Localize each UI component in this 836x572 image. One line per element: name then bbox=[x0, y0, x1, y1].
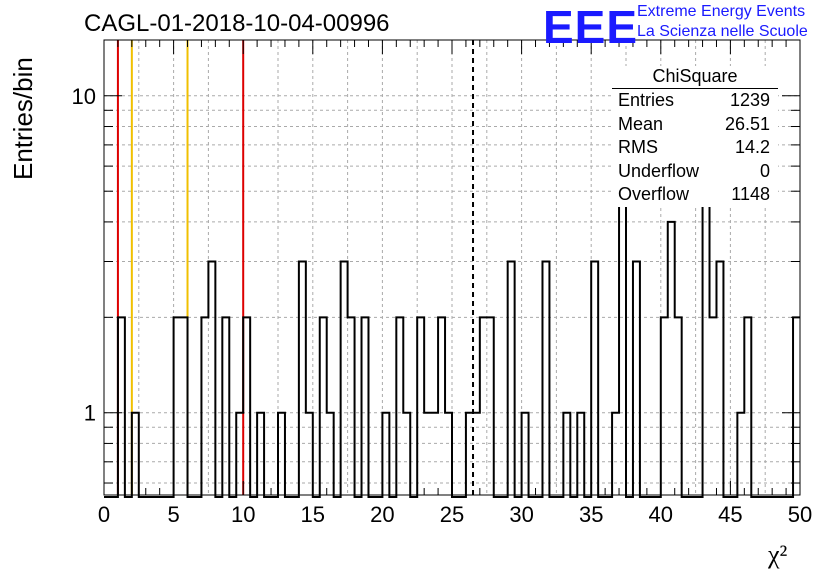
stats-row: Entries 1239 bbox=[612, 89, 778, 113]
x-tick-label: 20 bbox=[370, 502, 394, 527]
stats-value: 26.51 bbox=[724, 113, 770, 134]
stats-value: 14.2 bbox=[734, 137, 770, 157]
x-tick-label: 5 bbox=[167, 502, 179, 527]
stats-value: 1239 bbox=[729, 90, 770, 110]
x-tick-label: 45 bbox=[718, 502, 742, 527]
stats-label: Underflow bbox=[618, 160, 700, 181]
stats-title: ChiSquare bbox=[612, 66, 778, 89]
y-tick-label: 1 bbox=[84, 401, 96, 426]
x-tick-label: 50 bbox=[788, 502, 812, 527]
stats-row: RMS 14.2 bbox=[612, 136, 778, 160]
stats-label: Overflow bbox=[618, 184, 690, 204]
x-axis-label: χ² bbox=[768, 540, 788, 569]
x-tick-label: 10 bbox=[231, 502, 255, 527]
eee-logo: EEE bbox=[543, 1, 639, 53]
stats-box: ChiSquare Entries 1239 Mean 26.51 RMS 14… bbox=[612, 66, 778, 207]
stats-value: 1148 bbox=[731, 184, 770, 204]
stats-value: 0 bbox=[759, 160, 770, 181]
x-tick-label: 35 bbox=[579, 502, 603, 527]
stats-label: Mean bbox=[618, 113, 664, 134]
stats-row: Underflow 0 bbox=[612, 160, 778, 184]
chart-title: CAGL-01-2018-10-04-00996 bbox=[84, 10, 390, 37]
y-axis-label: Entries/bin bbox=[8, 57, 38, 180]
stats-label: RMS bbox=[618, 137, 658, 157]
x-tick-label: 15 bbox=[301, 502, 325, 527]
x-tick-label: 40 bbox=[649, 502, 673, 527]
histogram-outline bbox=[104, 125, 800, 498]
y-tick-label: 10 bbox=[72, 84, 96, 109]
x-tick-label: 30 bbox=[509, 502, 533, 527]
stats-row: Overflow 1148 bbox=[612, 183, 778, 207]
x-tick-label: 25 bbox=[440, 502, 464, 527]
stats-label: Entries bbox=[618, 90, 675, 110]
eee-logo-line1: Extreme Energy Events bbox=[637, 3, 806, 20]
eee-logo-line2: La Scienza nelle Scuole bbox=[637, 23, 808, 40]
stats-row: Mean 26.51 bbox=[612, 113, 778, 137]
x-tick-label: 0 bbox=[98, 502, 110, 527]
